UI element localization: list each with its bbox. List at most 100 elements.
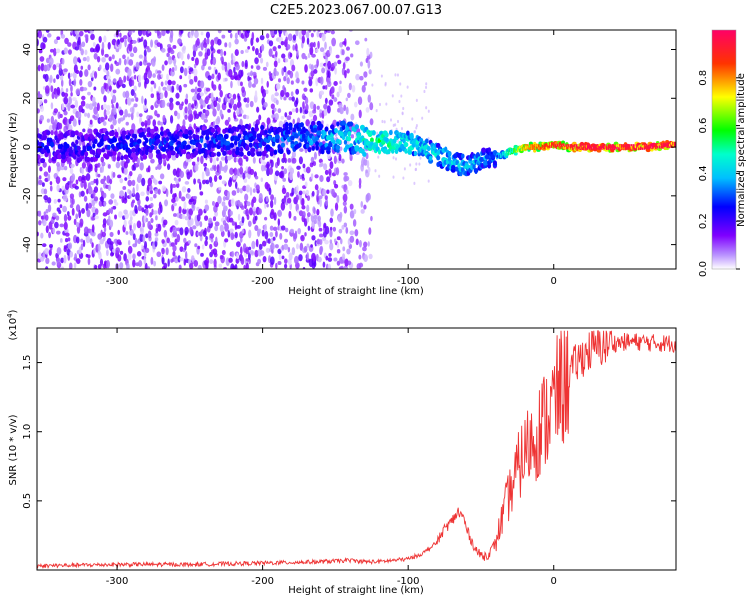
spectrogram-cell <box>188 134 193 141</box>
spectrogram-cell <box>578 148 582 152</box>
spectrogram-cell <box>319 245 324 253</box>
spectrogram-cell <box>102 103 107 110</box>
spectrogram-cell <box>424 138 429 144</box>
spectrogram-cell <box>249 168 255 176</box>
spectrogram-cell <box>277 45 282 49</box>
spectrogram-cell <box>385 102 388 106</box>
spectrogram-cell <box>143 49 147 57</box>
spectrogram-cell <box>80 243 84 251</box>
spectrogram-cell <box>81 161 87 169</box>
spectrogram-cell <box>371 83 374 87</box>
spectrogram-cell <box>84 112 88 117</box>
spectrogram-cell <box>575 144 578 150</box>
spectrogram-cell <box>398 99 401 104</box>
spectrogram-cell <box>223 50 227 56</box>
spectrogram-cell <box>128 42 133 52</box>
spectrogram-cell <box>288 252 293 261</box>
spectrogram-cell <box>366 192 371 201</box>
spectrogram-cell <box>56 257 61 266</box>
spectrogram-cell <box>112 248 116 253</box>
spectrogram-cell <box>80 238 84 243</box>
spectrogram-cell <box>240 256 245 266</box>
spectrogram-cell <box>274 170 280 177</box>
spectrogram-cell <box>342 201 347 207</box>
spectrogram-cell <box>221 201 226 207</box>
spectrogram-cell <box>205 135 210 141</box>
spectrogram-cell <box>167 131 172 137</box>
spectrogram-cell <box>114 202 119 206</box>
spectrogram-cell <box>187 188 191 193</box>
spectrogram-cell <box>197 87 202 93</box>
spectrogram-cell <box>339 106 344 115</box>
spectrogram-cell <box>178 125 182 130</box>
spectrogram-cell <box>68 78 72 87</box>
spectrogram-cell <box>367 94 372 103</box>
spectrogram-cell <box>100 85 105 95</box>
spectrogram-cell <box>146 184 150 192</box>
spectrogram-cell <box>252 196 257 204</box>
spectrogram-cell <box>331 188 336 197</box>
spectrogram-cell <box>91 96 96 104</box>
spectrogram-cell <box>289 202 293 211</box>
spectrogram-cell <box>127 148 133 155</box>
spectrogram-cell <box>102 218 107 226</box>
spectrogram-cell <box>174 219 179 226</box>
spectrogram-cell <box>84 151 89 157</box>
spectrogram-cell <box>67 72 71 79</box>
spectrogram-cell <box>279 127 283 133</box>
spectrogram-cell <box>291 96 295 102</box>
spectrogram-cell <box>333 257 338 262</box>
spectrogram-cell <box>306 195 311 201</box>
spectrogram-cell <box>287 246 291 253</box>
spectrogram-cell <box>72 97 77 102</box>
spectrogram-cell <box>296 165 301 170</box>
spectrogram-cell <box>212 200 215 206</box>
spectrogram-cell <box>344 69 347 79</box>
spectrogram-cell <box>78 30 84 37</box>
spectrogram-cell <box>43 211 47 216</box>
spectrogram-cell <box>134 204 138 214</box>
spectrogram-cell <box>144 137 149 144</box>
spectrogram-cell <box>154 232 159 237</box>
spectrogram-cell <box>67 49 72 55</box>
spectrogram-cell <box>80 190 85 197</box>
spectrogram-cell <box>176 234 181 243</box>
spectrogram-cell <box>178 177 181 182</box>
spectrogram-cell <box>323 103 328 110</box>
spectrogram-cell <box>275 71 279 76</box>
spectrogram-cell <box>349 235 355 243</box>
spectrogram-cell <box>37 108 40 114</box>
spectrogram-cell <box>153 210 158 215</box>
spectrogram-cell <box>168 145 174 151</box>
spectrogram-cell <box>224 77 228 82</box>
y-tick-label: -20 <box>22 188 33 204</box>
spectrogram-cell <box>245 262 249 269</box>
spectrogram-cell <box>174 64 178 71</box>
spectrogram-cell <box>397 119 400 124</box>
colorbar-tick-label: 0.0 <box>698 261 709 277</box>
spectrogram-cell <box>147 266 150 269</box>
spectrogram-cell <box>60 266 65 269</box>
spectrogram-cell <box>92 42 96 47</box>
spectrogram-cell <box>310 244 313 248</box>
spectrogram-cell <box>319 111 323 118</box>
spectrogram-cell <box>274 134 280 140</box>
spectrogram-cell <box>346 68 350 74</box>
spectrogram-cell <box>230 198 235 207</box>
spectrogram-cell <box>38 179 43 186</box>
spectrogram-cell <box>186 171 191 180</box>
spectrogram-cell <box>269 151 274 157</box>
spectrogram-cell <box>110 81 114 86</box>
spectrogram-cell <box>266 203 269 208</box>
spectrogram-cell <box>82 87 88 91</box>
spectrogram-cell <box>251 31 255 41</box>
spectrogram-cell <box>153 260 157 267</box>
spectrogram-cell <box>67 42 72 47</box>
spectrogram-cell <box>145 205 149 210</box>
spectrogram-cell <box>319 76 324 85</box>
spectrogram-cell <box>179 227 184 236</box>
spectrogram-cell <box>385 132 389 138</box>
spectrogram-cell <box>292 127 297 133</box>
spectrogram-cell <box>541 143 544 150</box>
spectrogram-cell <box>156 91 162 101</box>
